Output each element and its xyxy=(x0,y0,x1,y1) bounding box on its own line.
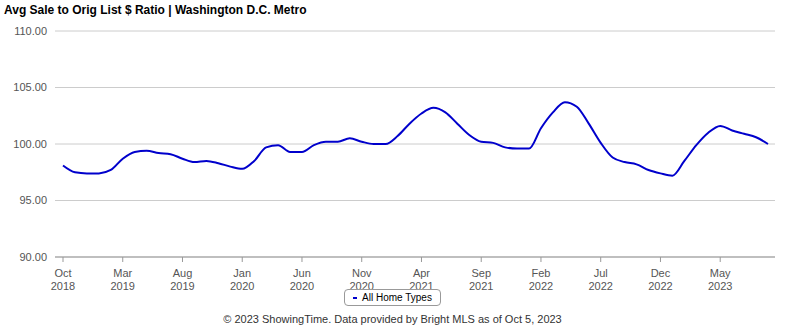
html-text:Nov: Nov xyxy=(351,267,372,279)
svg-text:Jan2020: Jan2020 xyxy=(230,267,254,292)
svg-text:110.00: 110.00 xyxy=(14,25,47,37)
svg-text:100.00: 100.00 xyxy=(13,138,47,150)
svg-text:Jun2020: Jun2020 xyxy=(290,267,314,292)
svg-text:Feb2022: Feb2022 xyxy=(529,267,553,292)
html-text:© 2023 ShowingTime. Data provi: © 2023 ShowingTime. Data provided by Bri… xyxy=(223,313,562,325)
svg-text:May2023: May2023 xyxy=(708,267,732,292)
svg-text:Jul2022: Jul2022 xyxy=(588,267,612,292)
html-text:Avg Sale to Orig List $ Ratio: Avg Sale to Orig List $ Ratio | Washingt… xyxy=(4,3,307,17)
svg-text:Dec2022: Dec2022 xyxy=(648,267,672,292)
html-text:2021: 2021 xyxy=(409,280,434,292)
svg-text:95.00: 95.00 xyxy=(19,194,47,206)
svg-text:Oct2018: Oct2018 xyxy=(51,267,75,292)
svg-text:105.00: 105.00 xyxy=(13,81,47,93)
svg-text:Sep2021: Sep2021 xyxy=(469,267,493,292)
html-text:Apr: Apr xyxy=(412,267,430,279)
svg-text:90.00: 90.00 xyxy=(19,251,47,263)
html-text:2020: 2020 xyxy=(349,280,374,292)
html-text:All Home Types: All Home Types xyxy=(362,292,432,303)
svg-text:Mar2019: Mar2019 xyxy=(111,267,135,292)
svg-text:Aug2019: Aug2019 xyxy=(170,267,194,292)
